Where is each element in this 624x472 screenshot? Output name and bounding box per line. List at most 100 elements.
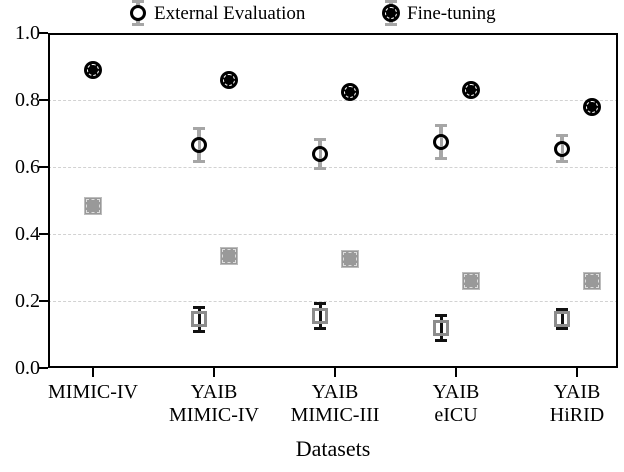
y-gridline [48,100,618,101]
data-point-filled-circle [462,80,480,99]
marker-inner-dashed-outline [86,198,100,213]
legend-errorbar-cap [385,0,397,3]
data-point-open-circle [433,133,449,150]
legend-marker-fine-tuning [381,0,401,28]
x-tick [576,368,578,377]
marker-error-stripe [318,148,322,159]
x-axis-label: Datasets [295,436,371,461]
x-tick [213,368,215,377]
x-tick-label-line: YAIB [553,381,601,403]
y-tick [39,233,48,235]
error-bar-cap [314,327,326,331]
data-point-open-square [191,311,207,328]
error-bar-cap [556,134,568,138]
data-point-open-square [312,308,328,325]
error-bar-cap [193,329,205,333]
error-bar-cap [435,156,447,160]
x-tick-label: YAIB MIMIC-III [260,381,410,427]
error-bar-cap [193,306,205,310]
marker-inner-dashed-ring [87,63,99,76]
x-tick-label-line: eICU [434,404,478,426]
marker-inner-dashed-outline [585,273,599,288]
marker-error-stripe [560,143,564,154]
x-tick [92,368,94,377]
data-point-open-circle [312,145,328,162]
y-tick-label: 0.4 [15,223,40,245]
x-tick-label: YAIB eICU [381,381,531,427]
x-tick [455,368,457,377]
data-point-open-circle [191,137,207,154]
x-tick-label-line: YAIB [311,381,359,403]
error-bar-cap [193,127,205,131]
y-tick-label: 1.0 [15,22,40,44]
x-tick-label-line: YAIB [432,381,480,403]
y-tick-label: 0.2 [15,290,40,312]
x-tick-label: MIMIC-IV [18,381,168,404]
y-tick [39,367,48,369]
error-bar-cap [556,327,568,331]
x-tick-label-line: MIMIC-III [290,404,380,426]
legend-errorbar-cap [132,0,144,3]
marker-inner-dashed-outline [464,273,478,288]
y-gridline [48,301,618,302]
x-tick-label: YAIB MIMIC-IV [139,381,289,427]
marker-error-stripe [439,322,443,333]
legend-errorbar-cap [132,23,144,26]
marker-error-stripe [197,140,201,151]
legend-errorbar-cap [385,23,397,26]
marker-error-stripe [197,314,201,325]
data-point-open-square [433,319,449,336]
marker-inner-dashed-ring [465,83,477,96]
marker-inner-dashed-ring [223,73,235,86]
data-point-filled-circle [84,60,102,79]
error-bar-cap [435,338,447,342]
x-tick-label: YAIB HiRID [502,381,624,427]
y-gridline [48,167,618,168]
y-tick [39,166,48,168]
x-tick [334,368,336,377]
x-tick-label-line: MIMIC-IV [48,381,138,403]
y-tick-label: 0.8 [15,89,40,111]
legend-label-fine-tuning: Fine-tuning [407,3,496,24]
data-point-open-circle [554,140,570,157]
error-bar-cap [193,159,205,163]
data-point-open-square [554,311,570,328]
marker-inner-dashed-ring [344,85,356,98]
data-point-gray-square [583,271,601,290]
error-bar-cap [556,159,568,163]
x-tick-label-line: HiRID [549,404,605,426]
data-point-gray-square [341,250,359,269]
error-bar-cap [435,124,447,128]
data-point-filled-circle [583,97,601,116]
error-bar-cap [556,308,568,312]
error-bar-cap [314,137,326,141]
marker-error-stripe [318,311,322,322]
marker-error-stripe [439,136,443,147]
y-tick-label: 0.0 [15,357,40,379]
error-bar-cap [314,166,326,170]
marker-error-stripe [560,314,564,325]
data-point-gray-square [220,246,238,265]
marker-inner-dashed-outline [222,248,236,263]
marker-inner-dashed-outline [343,252,357,267]
y-tick-label: 0.6 [15,156,40,178]
legend-marker-inner-dashed-ring [385,7,397,19]
error-bar-cap [435,313,447,317]
legend-open-circle-marker [130,5,146,21]
data-point-gray-square [462,271,480,290]
y-tick [39,32,48,34]
plot-area [48,33,618,368]
error-bar-cap [314,301,326,305]
x-tick-label-line: YAIB [190,381,238,403]
y-tick [39,300,48,302]
legend: External Evaluation Fine-tuning [0,0,624,30]
legend-marker-external-evaluation [128,0,148,28]
y-tick [39,99,48,101]
data-point-gray-square [84,196,102,215]
legend-label-external-evaluation: External Evaluation [154,3,306,24]
marker-inner-dashed-ring [586,100,598,113]
x-tick-label-line: MIMIC-IV [169,404,259,426]
y-gridline [48,234,618,235]
legend-filled-circle-marker [382,4,400,22]
